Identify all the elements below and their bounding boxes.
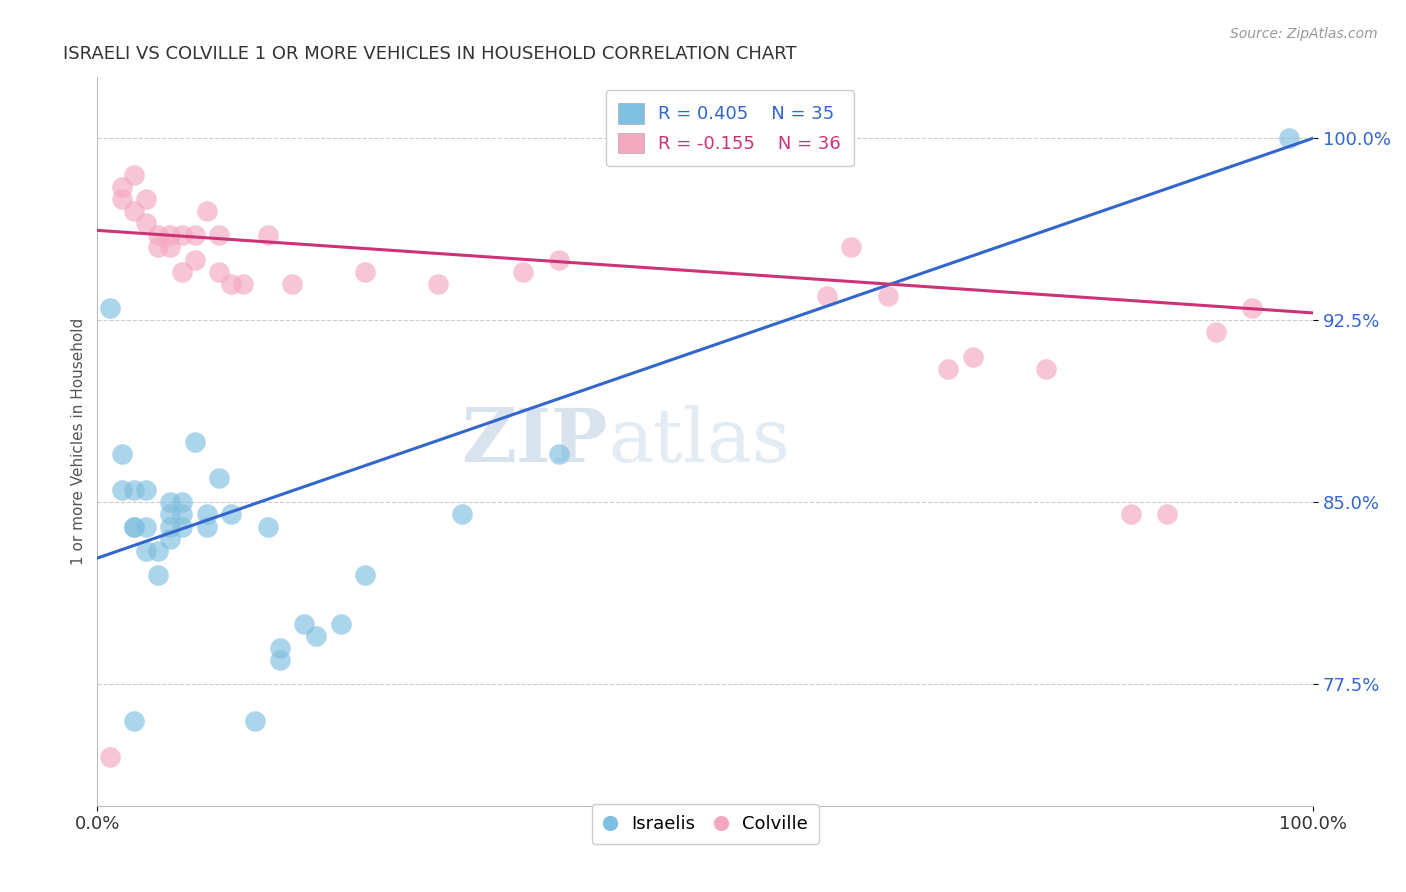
Point bbox=[146, 544, 169, 558]
Point bbox=[256, 228, 278, 243]
Point bbox=[172, 495, 194, 509]
Point bbox=[146, 228, 169, 243]
Point bbox=[548, 447, 571, 461]
Text: ISRAELI VS COLVILLE 1 OR MORE VEHICLES IN HOUSEHOLD CORRELATION CHART: ISRAELI VS COLVILLE 1 OR MORE VEHICLES I… bbox=[63, 45, 797, 62]
Point bbox=[111, 483, 134, 497]
Point bbox=[195, 519, 218, 533]
Point bbox=[159, 240, 181, 254]
Legend: Israelis, Colville: Israelis, Colville bbox=[592, 805, 818, 844]
Point bbox=[426, 277, 449, 291]
Point bbox=[183, 252, 205, 267]
Point bbox=[122, 483, 145, 497]
Point bbox=[451, 508, 474, 522]
Point bbox=[159, 532, 181, 546]
Point bbox=[159, 519, 181, 533]
Point bbox=[876, 289, 898, 303]
Point bbox=[269, 653, 291, 667]
Point bbox=[548, 252, 571, 267]
Point bbox=[269, 640, 291, 655]
Point bbox=[98, 750, 121, 764]
Point bbox=[1156, 508, 1178, 522]
Point bbox=[135, 519, 157, 533]
Point bbox=[353, 265, 375, 279]
Point bbox=[1205, 326, 1227, 340]
Point bbox=[122, 168, 145, 182]
Point bbox=[245, 714, 267, 728]
Point bbox=[172, 519, 194, 533]
Point bbox=[329, 616, 352, 631]
Point bbox=[159, 508, 181, 522]
Point bbox=[122, 519, 145, 533]
Point bbox=[111, 192, 134, 206]
Point bbox=[232, 277, 254, 291]
Point bbox=[208, 471, 231, 485]
Point bbox=[195, 508, 218, 522]
Text: ZIP: ZIP bbox=[461, 405, 607, 478]
Point bbox=[98, 301, 121, 315]
Point bbox=[159, 228, 181, 243]
Point bbox=[208, 265, 231, 279]
Point bbox=[135, 192, 157, 206]
Point bbox=[146, 240, 169, 254]
Point bbox=[135, 483, 157, 497]
Point bbox=[256, 519, 278, 533]
Point bbox=[183, 434, 205, 449]
Point bbox=[219, 508, 242, 522]
Point bbox=[146, 568, 169, 582]
Point bbox=[1035, 361, 1057, 376]
Point bbox=[281, 277, 304, 291]
Text: atlas: atlas bbox=[607, 405, 790, 478]
Point bbox=[135, 544, 157, 558]
Point bbox=[111, 447, 134, 461]
Point bbox=[122, 714, 145, 728]
Point bbox=[183, 228, 205, 243]
Point bbox=[159, 495, 181, 509]
Point bbox=[815, 289, 838, 303]
Point bbox=[135, 216, 157, 230]
Point bbox=[353, 568, 375, 582]
Point bbox=[172, 228, 194, 243]
Point bbox=[1278, 131, 1301, 145]
Point bbox=[1241, 301, 1264, 315]
Point bbox=[938, 361, 960, 376]
Point bbox=[512, 265, 534, 279]
Y-axis label: 1 or more Vehicles in Household: 1 or more Vehicles in Household bbox=[72, 318, 86, 566]
Point bbox=[962, 350, 984, 364]
Point bbox=[219, 277, 242, 291]
Point bbox=[172, 265, 194, 279]
Point bbox=[1119, 508, 1142, 522]
Point bbox=[839, 240, 862, 254]
Text: Source: ZipAtlas.com: Source: ZipAtlas.com bbox=[1230, 27, 1378, 41]
Point bbox=[195, 203, 218, 218]
Point bbox=[122, 203, 145, 218]
Point bbox=[111, 179, 134, 194]
Point bbox=[305, 629, 328, 643]
Point bbox=[122, 519, 145, 533]
Point bbox=[172, 508, 194, 522]
Point bbox=[208, 228, 231, 243]
Point bbox=[292, 616, 315, 631]
